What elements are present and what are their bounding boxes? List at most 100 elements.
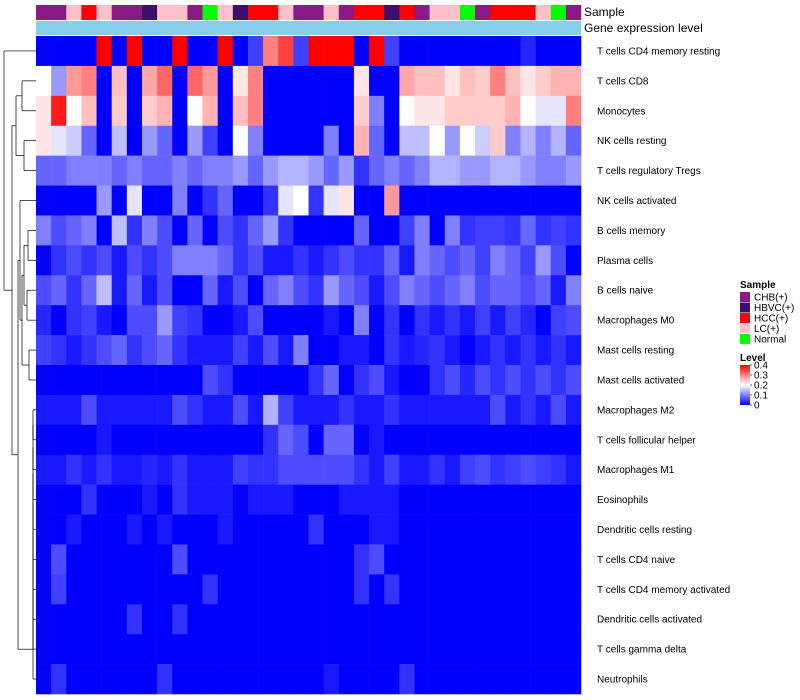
heatmap-cell — [96, 394, 112, 426]
heatmap-cell — [399, 335, 415, 366]
heatmap-cell — [278, 544, 294, 575]
row-labels: T cells CD4 memory resting T cells CD8 Mon… — [597, 46, 730, 685]
heatmap-cell — [550, 305, 567, 336]
heatmap-cell — [172, 185, 188, 216]
heatmap-cell — [338, 36, 355, 67]
heatmap-cell — [323, 664, 340, 695]
heatmap-cell — [202, 125, 218, 156]
heatmap-cell — [550, 365, 567, 396]
heatmap-cell — [353, 544, 370, 575]
heatmap-cell — [535, 36, 552, 67]
heatmap-cell — [414, 484, 430, 515]
heatmap-cell — [550, 95, 567, 127]
heatmap-cell — [247, 245, 264, 276]
heatmap-cell — [369, 394, 385, 426]
heatmap-cell — [247, 125, 264, 156]
heatmap-cell — [111, 155, 128, 186]
heatmap-cell — [81, 95, 97, 127]
heatmap-cell — [66, 484, 82, 515]
heatmap-cell — [217, 514, 234, 545]
legend-item-label: HBVC(+) — [754, 303, 794, 314]
heatmap-cell — [217, 365, 234, 396]
heatmap-cell — [36, 275, 52, 306]
heatmap-cell — [247, 305, 264, 336]
heatmap-cell — [490, 484, 506, 515]
heatmap-cell — [520, 604, 536, 635]
heatmap-cell — [369, 365, 385, 396]
heatmap-cell — [308, 365, 324, 396]
row-label: T cells regulatory Tregs — [597, 166, 701, 177]
heatmap-cell — [338, 454, 355, 485]
row-label: Macrophages M2 — [597, 405, 675, 416]
heatmap-cell — [36, 305, 52, 336]
heatmap-cell — [263, 484, 279, 515]
heatmap-cell — [126, 305, 143, 336]
legend-swatch — [740, 302, 750, 313]
sample-annotation-cell — [459, 5, 476, 20]
heatmap-cell — [217, 155, 234, 186]
heatmap-cell — [81, 365, 97, 396]
heatmap-cell — [369, 424, 385, 456]
heatmap-cell — [187, 664, 203, 695]
heatmap-cell — [51, 125, 67, 156]
heatmap-cell — [338, 245, 355, 276]
heatmap-cell — [172, 335, 188, 366]
sample-annotation-cell — [505, 5, 521, 20]
heatmap-cell — [263, 574, 279, 605]
heatmap-cell — [565, 604, 582, 635]
heatmap-cell — [263, 95, 279, 127]
heatmap-cell — [323, 335, 340, 366]
heatmap-cell — [172, 65, 188, 97]
legend-tick-label: 0.3 — [754, 371, 768, 382]
heatmap-cell — [217, 544, 234, 575]
heatmap-cell — [157, 394, 173, 426]
heatmap-cell — [278, 185, 294, 216]
heatmap-cell — [459, 574, 476, 605]
sample-annotation-cell — [353, 5, 370, 20]
sample-annotation-cell — [111, 5, 128, 20]
row-label: T cells gamma delta — [597, 645, 687, 656]
row-label: T cells CD8 — [597, 76, 649, 87]
heatmap-cell — [232, 155, 249, 186]
heatmap-cell — [429, 514, 446, 545]
row-label: Mast cells resting — [597, 346, 674, 357]
heatmap-cell — [399, 574, 415, 605]
heatmap-cell — [414, 275, 430, 306]
heatmap-cell — [384, 125, 400, 156]
heatmap-cell — [399, 664, 415, 695]
heatmap-cell — [475, 454, 491, 485]
heatmap-cell — [278, 65, 294, 97]
heatmap-cell — [444, 36, 461, 67]
heatmap-cell — [141, 185, 158, 216]
heatmap-cell — [475, 335, 491, 366]
legend-tick-label: 0 — [754, 401, 760, 412]
heatmap-cell — [520, 215, 536, 246]
heatmap-cell — [444, 424, 461, 456]
heatmap-cell — [202, 245, 218, 276]
heatmap-cell — [232, 664, 249, 695]
heatmap-cell — [505, 514, 521, 545]
heatmap-cell — [353, 664, 370, 695]
heatmap-cell — [520, 36, 536, 67]
heatmap-cell — [278, 275, 294, 306]
heatmap-cell — [353, 65, 370, 97]
heatmap-cell — [232, 65, 249, 97]
sample-track-label: Sample — [584, 5, 625, 19]
heatmap-cell — [172, 36, 188, 67]
legend-sample-items: CHB(+)HBVC(+)HCC(+)LC(+)Normal — [740, 292, 794, 346]
heatmap-cell — [126, 365, 143, 396]
heatmap-cell — [66, 245, 82, 276]
heatmap-cell — [490, 95, 506, 127]
heatmap-cell — [535, 664, 552, 695]
heatmap-cell — [172, 544, 188, 575]
heatmap-cell — [565, 245, 582, 276]
heatmap-cell — [36, 424, 52, 456]
heatmap-cell — [520, 125, 536, 156]
heatmap-cell — [96, 215, 112, 246]
heatmap-cell — [278, 125, 294, 156]
heatmap-cell — [51, 424, 67, 456]
heatmap-cell — [369, 155, 385, 186]
heatmap-cell — [444, 484, 461, 515]
heatmap-cell — [187, 514, 203, 545]
heatmap-cell — [369, 574, 385, 605]
